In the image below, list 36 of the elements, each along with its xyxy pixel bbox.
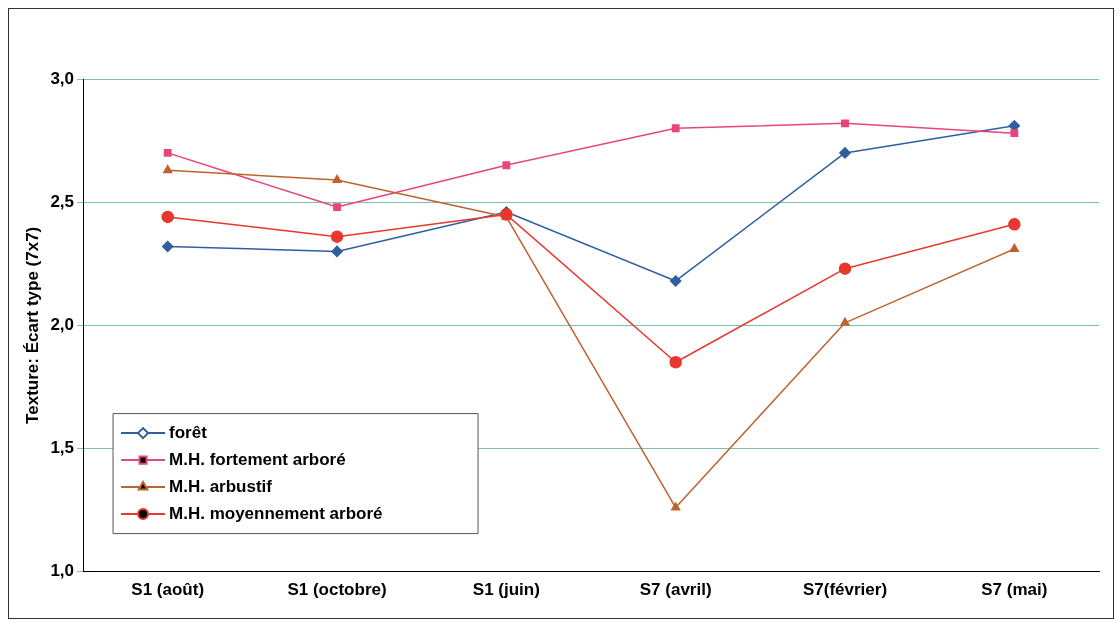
point	[669, 275, 682, 287]
point	[161, 210, 174, 224]
point	[1008, 218, 1021, 231]
point	[330, 230, 344, 243]
x-tick-label: S1 (août)	[131, 580, 205, 600]
y-axis-title: Texture: Écart type (7x7)	[22, 226, 42, 424]
legend-label: M.H. fortement arboré	[169, 449, 346, 469]
point	[1010, 129, 1019, 138]
x-tick-label: S7 (avril)	[639, 580, 712, 600]
y-tick-label: 1,0	[50, 561, 75, 581]
point	[671, 124, 680, 133]
legend-label: M.H. arbustif	[169, 476, 273, 496]
x-tick-label: S7(février)	[802, 580, 888, 600]
point	[1009, 243, 1019, 252]
y-tick-label: 1,5	[50, 438, 75, 458]
point	[839, 147, 851, 159]
x-tick-label: S1 (juin)	[472, 580, 540, 600]
legend-label: forêt	[169, 422, 208, 442]
point	[163, 148, 172, 157]
point	[332, 174, 342, 183]
point	[331, 245, 343, 258]
point	[333, 203, 341, 212]
point	[671, 502, 681, 511]
y-tick-label: 3,0	[50, 68, 75, 88]
point	[838, 262, 852, 275]
x-tick-label: S7 (mai)	[981, 580, 1048, 600]
point	[841, 119, 849, 128]
point	[163, 164, 173, 174]
point	[161, 240, 174, 253]
x-tick-label: S1 (octobre)	[287, 580, 387, 600]
y-tick-label: 2,0	[50, 314, 75, 334]
point	[502, 161, 511, 170]
point	[669, 356, 682, 369]
point	[840, 317, 850, 326]
y-tick-label: 2,5	[50, 191, 75, 211]
legend-label: M.H. moyennement arboré	[169, 503, 383, 523]
